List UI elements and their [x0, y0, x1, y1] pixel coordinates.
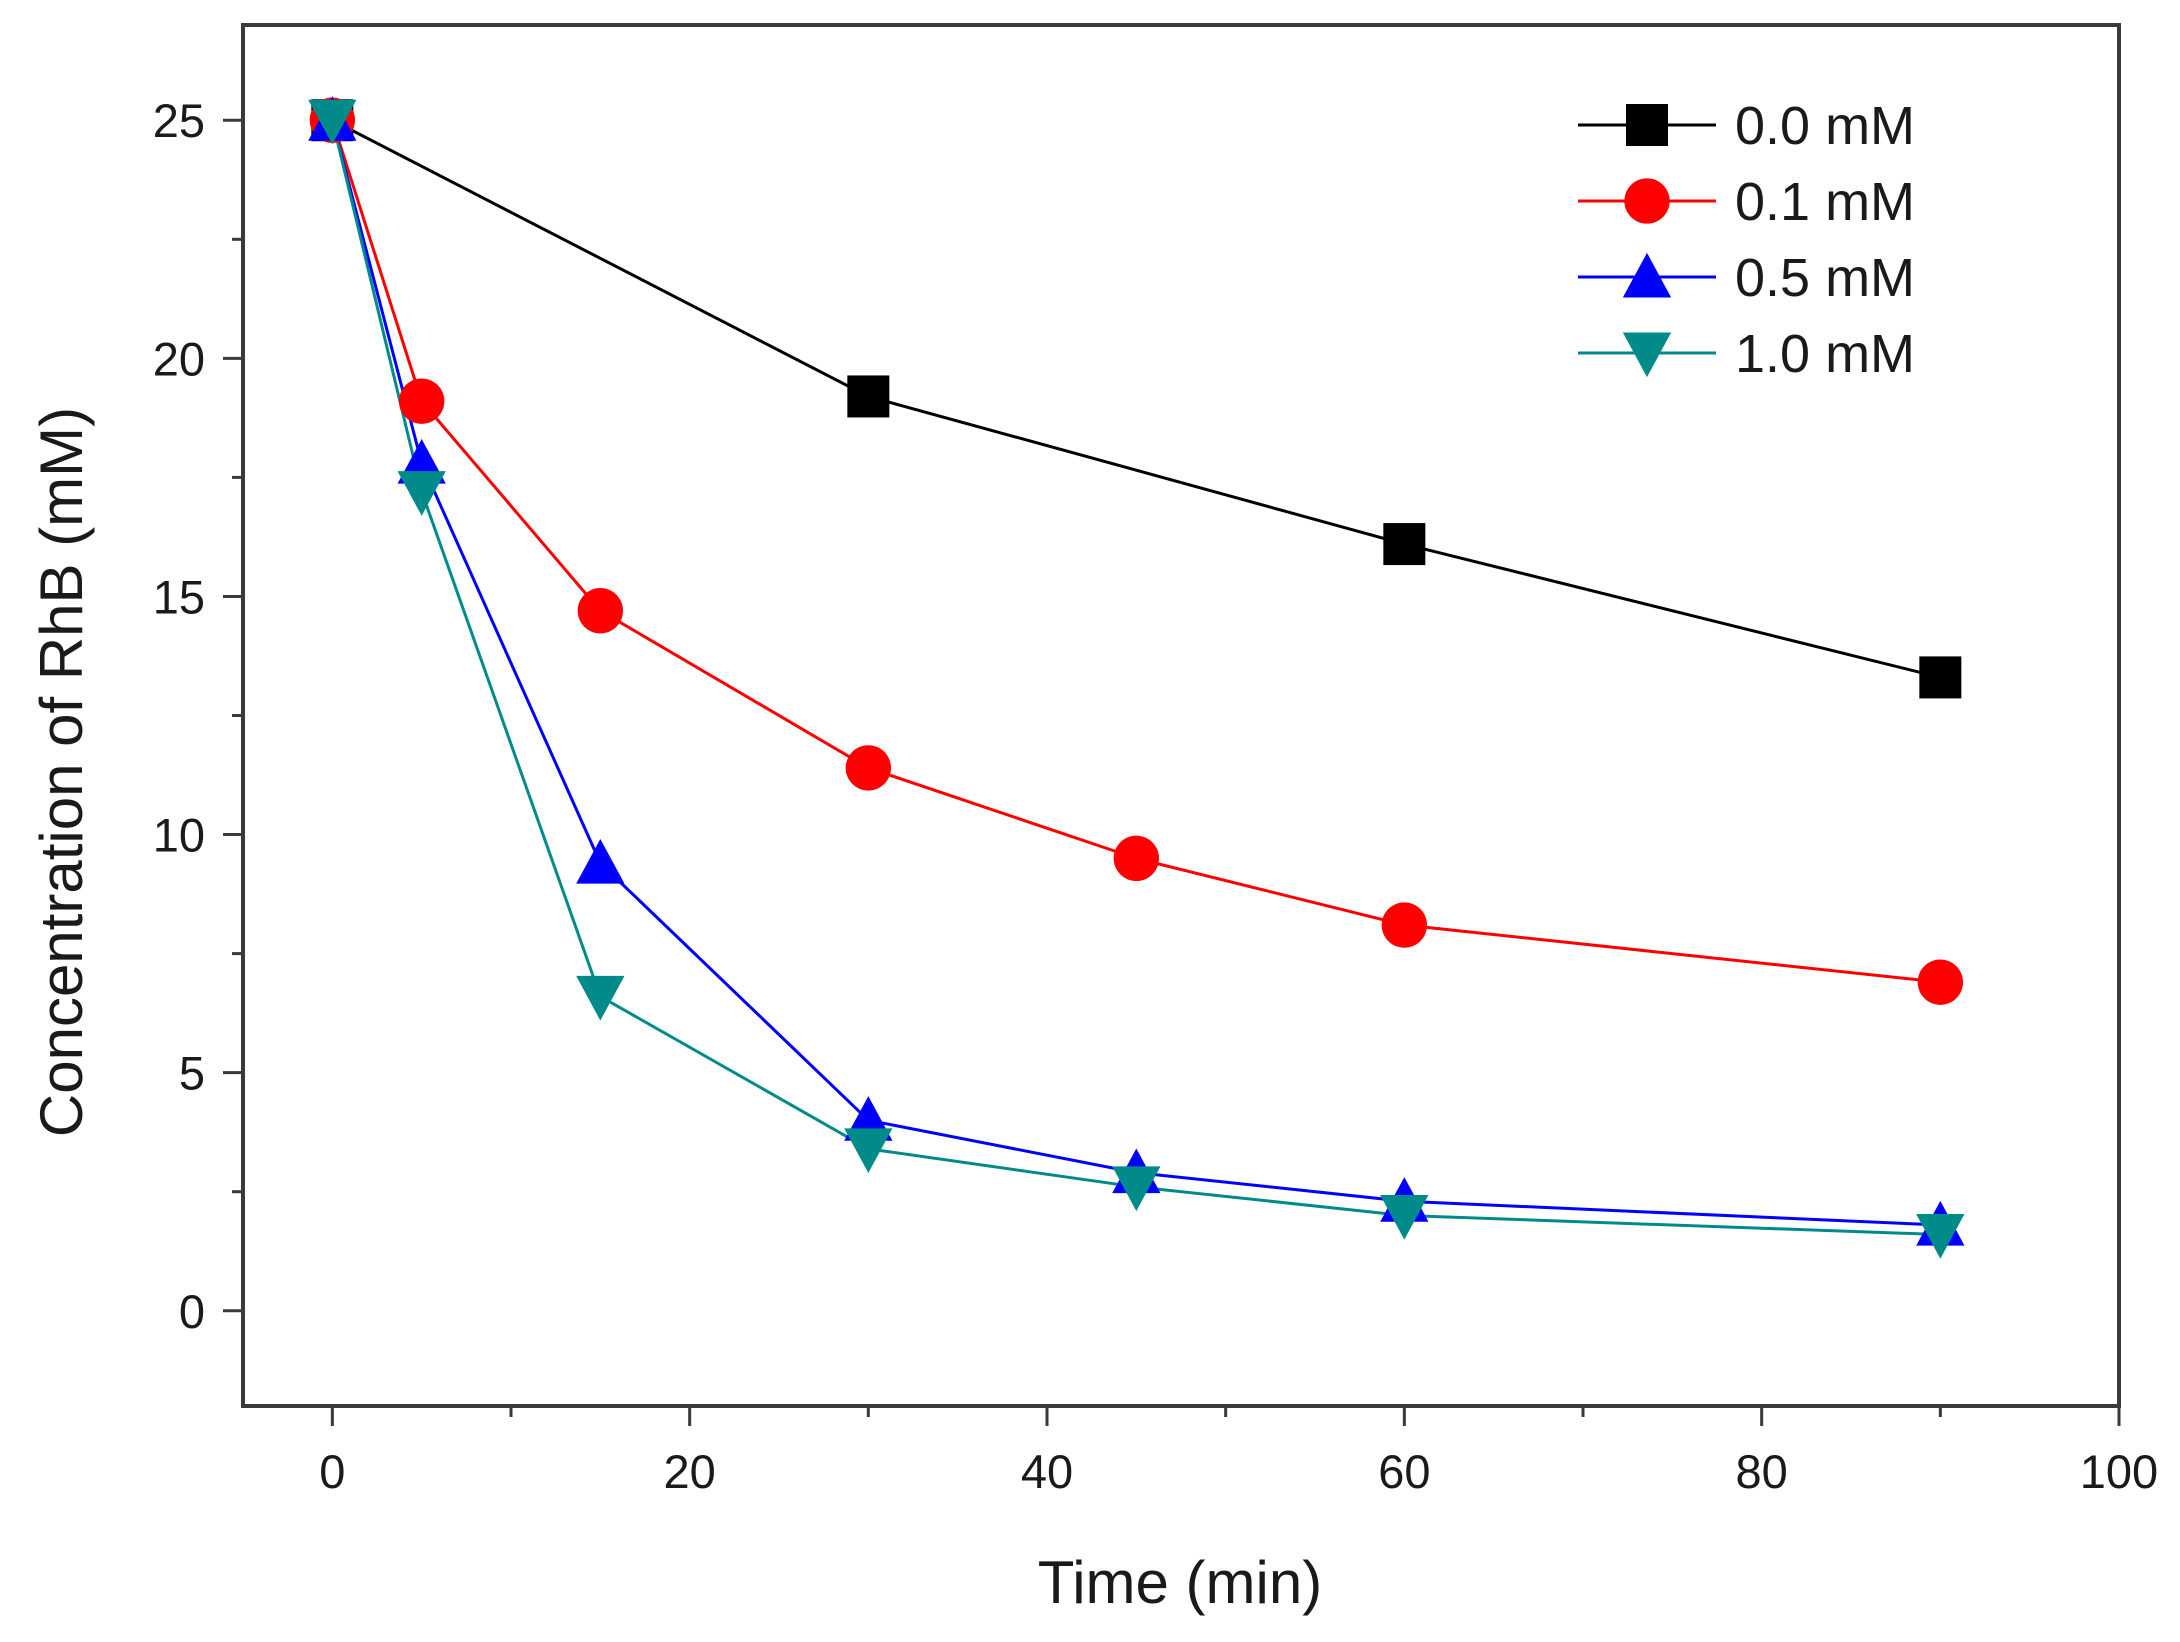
- marker-triangle-down: [308, 99, 357, 145]
- x-tick-label: 100: [2080, 1445, 2158, 1498]
- marker-triangle-up: [576, 838, 625, 884]
- x-tick-label: 40: [1021, 1445, 1073, 1498]
- x-tick-label: 0: [319, 1445, 345, 1498]
- marker-square: [1626, 104, 1668, 146]
- y-tick-label: 10: [153, 809, 205, 862]
- marker-square: [847, 375, 890, 418]
- series-line-2: [330, 119, 1941, 1227]
- legend: 0.0 mM 0.1 mM 0.5 mM 1.0 mM: [1578, 96, 1915, 384]
- x-axis-title: Time (min): [1038, 1549, 1322, 1616]
- marker-triangle-down: [576, 975, 625, 1021]
- marker-triangle-down: [1112, 1166, 1161, 1212]
- marker-circle: [1113, 835, 1160, 882]
- series-line-3: [330, 119, 1941, 1237]
- x-tick-label: 60: [1378, 1445, 1430, 1498]
- marker-circle: [1381, 902, 1428, 948]
- marker-triangle-down: [844, 1128, 893, 1173]
- y-tick-label: 0: [179, 1285, 205, 1338]
- marker-circle: [577, 588, 624, 634]
- marker-circle: [845, 745, 892, 791]
- series-markers: [308, 96, 1965, 1259]
- y-tick-label: 15: [153, 570, 205, 623]
- legend-label: 1.0 mM: [1735, 324, 1915, 384]
- x-tick-label: 80: [1736, 1445, 1788, 1498]
- legend-label: 0.1 mM: [1735, 172, 1915, 232]
- marker-circle: [398, 378, 445, 424]
- plot-frame: [241, 23, 2121, 1408]
- legend-label: 0.5 mM: [1735, 248, 1915, 308]
- marker-triangle-up: [1622, 252, 1672, 298]
- series-lines: [330, 118, 1941, 1237]
- y-axis-title: Concentration of RhB (mM): [28, 407, 95, 1137]
- marker-triangle-down: [1622, 332, 1672, 378]
- tick-labels: 0 20 40 60 80 100 0 5 10 15 20 25: [153, 94, 2158, 1498]
- legend-label: 0.0 mM: [1735, 96, 1915, 156]
- marker-circle: [1624, 178, 1670, 224]
- series-line-0: [331, 118, 1941, 679]
- marker-square: [1383, 523, 1426, 566]
- marker-triangle-down: [1380, 1194, 1429, 1240]
- y-tick-label: 25: [153, 94, 205, 147]
- marker-square: [1919, 656, 1962, 699]
- marker-triangle-down: [1916, 1214, 1965, 1259]
- y-tick-label: 20: [153, 332, 205, 385]
- marker-circle: [1917, 959, 1964, 1005]
- marker-triangle-down: [397, 471, 446, 516]
- y-tick-label: 5: [179, 1047, 205, 1100]
- x-tick-label: 20: [664, 1445, 716, 1498]
- axis-ticks: [223, 118, 2121, 1426]
